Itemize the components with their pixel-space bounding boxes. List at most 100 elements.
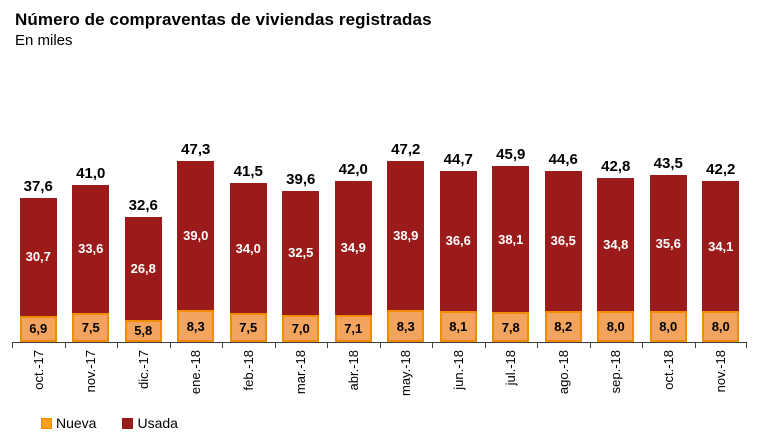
usada-value-label: 26,8	[130, 260, 156, 276]
bar-column: 44,7 36,6 8,1	[432, 80, 485, 342]
usada-segment: 32,5	[282, 190, 320, 316]
axis-tick	[746, 343, 747, 348]
x-axis-label-text: oct.-17	[30, 350, 46, 390]
legend-item-nueva: Nueva	[41, 415, 96, 431]
usada-segment: 30,7	[19, 198, 57, 316]
x-axis-label: mar.-18	[275, 350, 328, 408]
bar-column: 37,6 30,7 6,9	[12, 80, 65, 342]
bar-column: 43,5 35,6 8,0	[642, 80, 695, 342]
x-axis-label-text: nov.-18	[713, 350, 729, 393]
usada-segment: 34,9	[334, 181, 372, 315]
nueva-value-label: 8,0	[606, 319, 625, 335]
axis-tick	[484, 343, 486, 348]
bar-column: 47,2 38,9 8,3	[380, 80, 433, 342]
nueva-value-label: 7,8	[501, 319, 520, 335]
x-axis-label: nov.-17	[65, 350, 118, 408]
total-label: 44,7	[443, 150, 473, 168]
usada-segment: 38,1	[492, 166, 530, 313]
legend-label-usada: Usada	[137, 415, 178, 431]
usada-segment: 26,8	[124, 217, 162, 320]
nueva-value-label: 6,9	[29, 321, 48, 337]
axis-tick	[327, 343, 328, 348]
usada-segment: 36,6	[439, 170, 477, 311]
axis-tick	[694, 343, 696, 348]
usada-value-label: 36,5	[550, 233, 576, 249]
axis-tick	[642, 343, 643, 348]
axis-tick	[274, 343, 276, 348]
x-axis-label: jun.-18	[432, 350, 485, 408]
nueva-segment: 5,8	[124, 319, 162, 342]
x-axis-label: sep.-18	[590, 350, 643, 408]
nueva-value-label: 8,3	[396, 318, 415, 334]
nueva-segment: 8,0	[649, 311, 687, 342]
bar-column: 41,0 33,6 7,5	[65, 80, 118, 342]
x-axis-label: feb.-18	[222, 350, 275, 408]
usada-value-label: 34,0	[235, 240, 261, 256]
total-label: 45,9	[496, 146, 526, 164]
nueva-segment: 8,0	[597, 311, 635, 342]
bar-column: 42,8 34,8 8,0	[590, 80, 643, 342]
plot-area: 37,6 30,7 6,9 41,0 33,6 7,5 32,6 26,8 5,8 47,3 39,…	[12, 80, 747, 343]
usada-value-label: 39,0	[183, 228, 209, 244]
legend-swatch-nueva-icon	[41, 417, 52, 429]
total-label: 41,5	[233, 163, 263, 181]
x-axis-label: ene.-18	[170, 350, 223, 408]
usada-value-label: 38,9	[393, 228, 419, 244]
x-axis-label: jul.-18	[485, 350, 538, 408]
x-axis-label: oct.-18	[642, 350, 695, 408]
bar-column: 42,0 34,9 7,1	[327, 80, 380, 342]
total-label: 37,6	[23, 178, 53, 195]
usada-segment: 39,0	[177, 160, 215, 311]
usada-value-label: 34,9	[340, 240, 366, 256]
x-axis-labels: oct.-17 nov.-17 dic.-17 ene.-18 feb.-18 mar.-…	[12, 350, 747, 408]
nueva-value-label: 7,0	[291, 321, 310, 337]
usada-segment: 35,6	[649, 175, 687, 312]
bar-column: 44,6 36,5 8,2	[537, 80, 590, 342]
axis-tick	[169, 343, 171, 348]
total-label: 42,0	[338, 161, 368, 179]
nueva-segment: 8,1	[439, 310, 477, 342]
usada-value-label: 30,7	[25, 249, 51, 265]
x-axis-label-text: may.-18	[398, 350, 414, 396]
legend-swatch-usada-icon	[122, 417, 134, 429]
x-axis-label-text: dic.-17	[135, 350, 151, 390]
usada-value-label: 32,5	[288, 245, 314, 261]
stacked-bar-chart: 37,6 30,7 6,9 41,0 33,6 7,5 32,6 26,8 5,8 47,3 39,…	[12, 80, 749, 431]
usada-value-label: 38,1	[498, 231, 524, 247]
chart-title: Número de compraventas de viviendas regi…	[15, 10, 432, 29]
x-axis-label: dic.-17	[117, 350, 170, 408]
x-axis-label: abr.-18	[327, 350, 380, 408]
nueva-value-label: 8,3	[186, 318, 205, 334]
usada-value-label: 36,6	[445, 233, 471, 249]
x-axis-label-text: jul.-18	[503, 350, 519, 386]
usada-value-label: 34,1	[708, 238, 734, 254]
nueva-segment: 8,3	[177, 310, 215, 342]
usada-segment: 36,5	[544, 170, 582, 311]
x-axis-label-text: nov.-17	[83, 350, 99, 393]
chart-subtitle: En miles	[15, 32, 73, 49]
nueva-segment: 7,5	[229, 313, 267, 342]
usada-value-label: 35,6	[655, 235, 681, 251]
nueva-value-label: 8,1	[449, 318, 468, 334]
axis-tick	[432, 343, 433, 348]
x-axis-label: nov.-18	[695, 350, 748, 408]
nueva-segment: 7,0	[282, 315, 320, 342]
x-axis-label: ago.-18	[537, 350, 590, 408]
x-axis-label-text: abr.-18	[345, 350, 361, 391]
nueva-value-label: 5,8	[134, 323, 153, 339]
nueva-value-label: 8,0	[711, 319, 730, 335]
x-axis-label-text: oct.-18	[660, 350, 676, 390]
axis-tick	[222, 343, 223, 348]
bar-column: 32,6 26,8 5,8	[117, 80, 170, 342]
axis-tick	[12, 343, 13, 348]
usada-segment: 38,9	[387, 161, 425, 311]
axis-tick	[589, 343, 591, 348]
legend-label-nueva: Nueva	[56, 415, 97, 431]
nueva-segment: 7,1	[334, 314, 372, 342]
bar-column: 47,3 39,0 8,3	[170, 80, 223, 342]
usada-segment: 34,8	[597, 178, 635, 312]
nueva-segment: 8,0	[702, 311, 740, 342]
total-label: 42,2	[706, 160, 736, 178]
total-label: 44,6	[548, 150, 578, 168]
usada-segment: 34,0	[229, 183, 267, 314]
